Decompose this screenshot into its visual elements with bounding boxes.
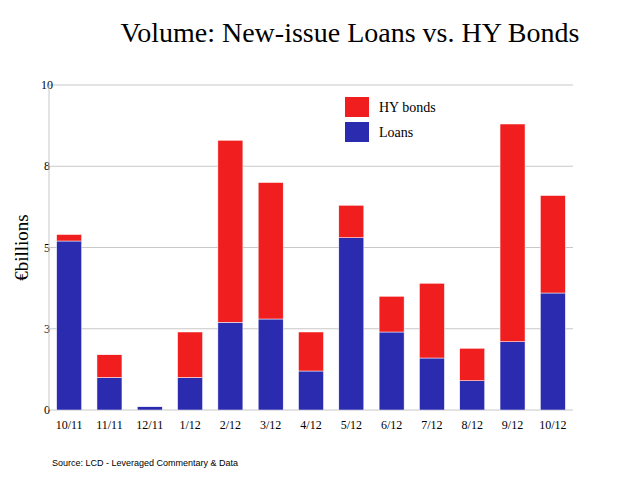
bar (500, 342, 525, 410)
x-tick-label: 12/11 (136, 418, 163, 432)
title: Volume: New-issue Loans vs. HY Bonds (121, 17, 580, 48)
x-tick-label: 10/11 (56, 418, 83, 432)
chart: Volume: New-issue Loans vs. HY Bonds €bil… (0, 0, 640, 480)
bar (460, 348, 485, 381)
y-axis-line (49, 85, 50, 410)
bar (419, 283, 444, 358)
x-tick-label: 6/12 (381, 418, 402, 432)
bar (258, 319, 283, 410)
x-tick-label: 7/12 (421, 418, 442, 432)
x-tick-label: 3/12 (260, 418, 281, 432)
x-tick-label: 8/12 (462, 418, 483, 432)
bar (178, 332, 203, 378)
bar (218, 140, 243, 322)
legend-label: Loans (379, 125, 413, 140)
bar (379, 296, 404, 332)
y-tick-label: 10 (41, 78, 53, 92)
legend: HY bonds Loans (345, 97, 436, 142)
bar (97, 355, 122, 378)
x-tick-label: 9/12 (502, 418, 523, 432)
x-tick-label: 10/12 (539, 418, 566, 432)
bar (540, 196, 565, 294)
bar (299, 332, 324, 371)
grid-line (49, 166, 573, 167)
bar (258, 183, 283, 320)
grid-line (49, 328, 573, 329)
bar (218, 322, 243, 410)
x-tick-label: 4/12 (300, 418, 321, 432)
bar (379, 332, 404, 410)
bar (540, 293, 565, 410)
bar (57, 235, 82, 242)
bar (500, 124, 525, 342)
bar (339, 205, 364, 238)
x-tick-label: 2/12 (220, 418, 241, 432)
grid (49, 85, 573, 410)
bar (178, 378, 203, 411)
grid-line (49, 247, 573, 248)
bar (419, 358, 444, 410)
bar (299, 371, 324, 410)
bar (137, 406, 162, 407)
x-tick-label: 11/11 (96, 418, 122, 432)
legend-label: HY bonds (379, 100, 436, 115)
bar (97, 378, 122, 411)
x-tick-label: 1/12 (179, 418, 200, 432)
bar (137, 407, 162, 410)
bar (460, 381, 485, 410)
grid-line (49, 85, 573, 86)
bars (57, 124, 566, 410)
bar (339, 238, 364, 410)
bar (57, 241, 82, 410)
legend-swatch (345, 122, 369, 142)
legend-swatch (345, 97, 369, 117)
y-axis-label: €billions (11, 214, 32, 281)
x-tick-label: 5/12 (341, 418, 362, 432)
source-note: Source: LCD - Leveraged Commentary & Dat… (52, 458, 238, 468)
